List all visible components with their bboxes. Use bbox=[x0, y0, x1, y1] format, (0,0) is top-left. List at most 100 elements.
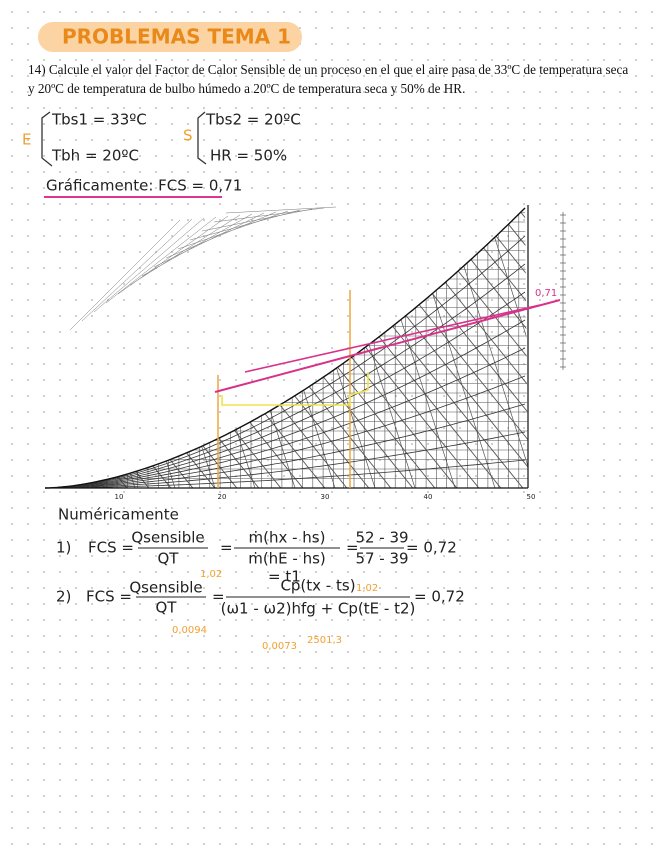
annotation: 0,0073 bbox=[262, 641, 297, 652]
volume-line bbox=[344, 208, 456, 488]
rh-curve bbox=[45, 459, 526, 489]
volume-line bbox=[545, 145, 655, 488]
rh-curve bbox=[44, 235, 526, 489]
eq-number: 1) bbox=[56, 539, 71, 557]
volume-line bbox=[384, 208, 496, 488]
denominator: 57 - 39 bbox=[355, 550, 408, 568]
section-title: Numéricamente bbox=[58, 506, 179, 524]
given: Tbh = 20ºC bbox=[51, 147, 139, 165]
x-axis-label: 40 bbox=[424, 493, 433, 501]
annotation: = t1 bbox=[268, 568, 301, 586]
inlet-mark: E bbox=[22, 131, 31, 149]
enthalpy-line bbox=[45, 208, 182, 488]
denominator: (ω1 - ω2)hfg + Cp(tE - t2) bbox=[221, 600, 416, 618]
volume-line bbox=[625, 145, 656, 488]
enthalpy-scale bbox=[69, 219, 181, 331]
rh-curve bbox=[44, 347, 526, 489]
enthalpy-scale bbox=[201, 208, 313, 232]
annotation: 1,02 bbox=[200, 569, 222, 580]
enthalpy-line bbox=[647, 205, 656, 528]
given: Tbs1 = 33ºC bbox=[51, 111, 147, 129]
equals: = bbox=[212, 588, 225, 606]
numerator: ṁ(hx - hs) bbox=[249, 529, 326, 547]
annotation: 0,0094 bbox=[172, 625, 207, 636]
volume-line bbox=[304, 208, 416, 488]
equation-1: 1) FCS = Qsensible QT = ṁ(hx - hs) ṁ(hE … bbox=[56, 529, 457, 568]
enthalpy-line bbox=[537, 205, 656, 528]
enthalpy-line bbox=[603, 205, 656, 528]
eq-result: = 0,72 bbox=[406, 539, 457, 557]
chart-label: 0,71 bbox=[535, 288, 557, 299]
enthalpy-scale bbox=[165, 211, 277, 259]
enthalpy-line bbox=[338, 208, 528, 488]
denominator: QT bbox=[158, 550, 180, 568]
enthalpy-line bbox=[0, 205, 27, 528]
numerator: 52 - 39 bbox=[355, 529, 408, 547]
eq-lhs: FCS = bbox=[86, 588, 132, 606]
process-path bbox=[221, 372, 369, 406]
enthalpy-line bbox=[45, 208, 72, 488]
rh-curve bbox=[45, 431, 526, 489]
volume-line bbox=[504, 208, 528, 488]
outlet-mark: S bbox=[183, 127, 193, 145]
enthalpy-line bbox=[514, 208, 528, 488]
enthalpy-line bbox=[382, 208, 528, 488]
enthalpy-line bbox=[45, 208, 50, 488]
enthalpy-scale bbox=[105, 216, 217, 304]
x-axis-label: 20 bbox=[218, 493, 227, 501]
enthalpy-line bbox=[45, 208, 116, 488]
enthalpy-line bbox=[559, 205, 656, 528]
volume-line bbox=[424, 208, 528, 488]
volume-line bbox=[264, 208, 376, 488]
equation-2: 2) FCS = Qsensible QT = Cp(tx - ts) (ω1 … bbox=[56, 568, 465, 653]
x-axis-label: 50 bbox=[527, 493, 536, 501]
rh-curve bbox=[44, 319, 526, 489]
rh-curve bbox=[44, 263, 526, 489]
enthalpy-line bbox=[470, 208, 528, 488]
enthalpy-line bbox=[0, 205, 5, 528]
enthalpy-line bbox=[448, 208, 528, 488]
chart-grid bbox=[0, 145, 656, 528]
enthalpy-line bbox=[294, 208, 528, 488]
psychrometric-chart: 10 20 30 40 50 0,71 bbox=[0, 145, 656, 528]
title-highlight bbox=[38, 22, 302, 52]
numerator: Cp(tx - ts) bbox=[280, 577, 355, 595]
enthalpy-scale bbox=[93, 217, 205, 313]
enthalpy-line bbox=[625, 205, 656, 528]
enthalpy-scale bbox=[81, 218, 193, 322]
annotation: 2501,3 bbox=[307, 635, 342, 646]
given: Tbs2 = 20ºC bbox=[205, 111, 301, 129]
sensible-heat-line bbox=[244, 304, 541, 373]
annotation: 1,02 bbox=[356, 583, 378, 594]
denominator: QT bbox=[156, 599, 178, 617]
saturation-curve bbox=[44, 207, 526, 489]
enthalpy-line bbox=[404, 208, 528, 488]
brace bbox=[197, 111, 207, 165]
denominator: ṁ(hE - hs) bbox=[248, 550, 326, 568]
numerator: Qsensible bbox=[129, 579, 202, 597]
enthalpy-line bbox=[52, 208, 314, 488]
enthalpy-line bbox=[492, 208, 528, 488]
enthalpy-scale bbox=[225, 206, 337, 214]
eq-lhs: FCS = bbox=[88, 539, 134, 557]
numerator: Qsensible bbox=[131, 529, 204, 547]
given: HR = 50% bbox=[210, 147, 287, 165]
problem-statement: 14) Calcule el valor del Factor de Calor… bbox=[28, 62, 629, 96]
title: PROBLEMAS TEMA 1 bbox=[62, 25, 291, 49]
brace bbox=[41, 111, 53, 167]
enthalpy-scale bbox=[177, 210, 289, 250]
volume-line bbox=[224, 208, 336, 488]
rh-curve bbox=[45, 403, 526, 489]
rh-curve bbox=[44, 291, 526, 489]
eq-result: = 0,72 bbox=[414, 588, 465, 606]
graphical-result: Gráficamente: FCS = 0,71 bbox=[46, 177, 242, 195]
enthalpy-line bbox=[184, 208, 446, 488]
equals: = bbox=[220, 539, 233, 557]
volume-line bbox=[585, 145, 656, 488]
enthalpy-line bbox=[250, 208, 512, 488]
enthalpy-line bbox=[360, 208, 528, 488]
x-axis-label: 30 bbox=[321, 493, 330, 501]
rh-curve bbox=[45, 375, 526, 489]
